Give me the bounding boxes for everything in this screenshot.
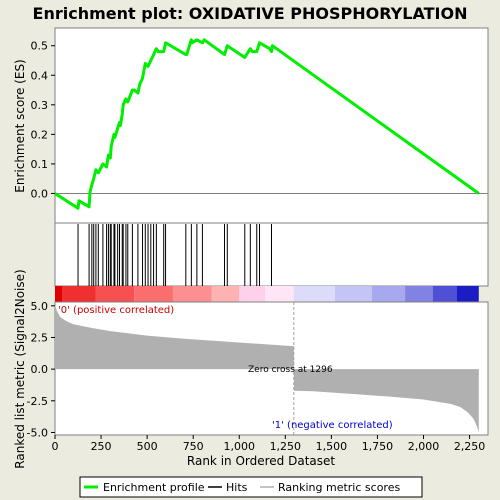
metric-y-tick-label: 5.0 xyxy=(31,300,49,313)
color-bar-segment xyxy=(172,286,212,302)
x-tick-label: 2,250 xyxy=(454,440,486,453)
color-bar-segment xyxy=(371,286,406,302)
negative-correlated-label: '1' (negative correlated) xyxy=(272,420,393,431)
color-bar-segment xyxy=(335,286,372,302)
es-y-tick-label: 0.1 xyxy=(31,158,49,171)
x-tick-label: 500 xyxy=(137,440,158,453)
color-bar-segment xyxy=(62,286,96,302)
metric-y-ticks: -5.0 -2.5 0.0 2.5 5.0 xyxy=(27,300,55,439)
color-bar-segment xyxy=(265,286,294,302)
metric-y-tick-label: -5.0 xyxy=(27,426,48,439)
legend-box xyxy=(79,476,423,498)
color-bar-segment xyxy=(456,286,479,302)
es-y-tick-label: 0.2 xyxy=(31,128,49,141)
x-tick-label: 750 xyxy=(183,440,204,453)
ranking-color-bar xyxy=(55,286,479,302)
metric-panel: -5.0 -2.5 0.0 2.5 5.0 '0' (positive correlat… xyxy=(13,269,489,469)
es-panel: 0.0 0.1 0.2 0.3 0.4 0.5 Enrichment score (ES) xyxy=(13,27,489,224)
metric-y-tick-label: 0.0 xyxy=(31,363,49,376)
chart-title: Enrichment plot: OXIDATIVE PHOSPHORYLATI… xyxy=(33,4,468,23)
color-bar-segment xyxy=(134,286,173,302)
es-y-tick-label: 0.4 xyxy=(31,69,49,82)
es-y-axis-label: Enrichment score (ES) xyxy=(13,59,27,192)
es-y-tick-label: 0.0 xyxy=(31,187,49,200)
enrichment-profile-line xyxy=(54,38,480,210)
metric-y-tick-label: 2.5 xyxy=(31,331,49,344)
es-plot-area xyxy=(54,27,489,224)
hit-markers xyxy=(77,224,272,286)
x-tick-label: 1,250 xyxy=(270,440,302,453)
color-bar-segment xyxy=(432,286,457,302)
zero-cross-label: Zero cross at 1296 xyxy=(248,365,333,375)
x-axis-ticks: 0 250 500 750 1,000 1,250 1,500 1,750 2,000 2,250 xyxy=(52,435,486,453)
color-bar-segment xyxy=(293,286,336,302)
x-axis-label: Rank in Ordered Dataset xyxy=(187,454,335,468)
es-y-tick-label: 0.5 xyxy=(31,40,49,53)
legend-enrichment-label: Enrichment profile xyxy=(103,481,205,494)
x-tick-label: 250 xyxy=(91,440,112,453)
x-tick-label: 1,750 xyxy=(362,440,394,453)
x-tick-label: 2,000 xyxy=(408,440,440,453)
x-tick-label: 0 xyxy=(52,440,59,453)
legend-metric-label: Ranking metric scores xyxy=(278,481,400,494)
es-y-ticks: 0.0 0.1 0.2 0.3 0.4 0.5 xyxy=(31,40,55,200)
hits-panel xyxy=(54,222,489,287)
es-y-tick-label: 0.3 xyxy=(31,99,49,112)
color-bar-segment xyxy=(55,286,63,302)
metric-y-axis-label: Ranked list metric (Signal2Noise) xyxy=(13,269,27,468)
metric-y-tick-label: -2.5 xyxy=(27,395,48,408)
color-bar-segment xyxy=(211,286,240,302)
positive-correlated-label: '0' (positive correlated) xyxy=(58,305,174,316)
x-tick-label: 1,000 xyxy=(224,440,256,453)
x-tick-label: 1,500 xyxy=(316,440,348,453)
color-bar-segment xyxy=(405,286,433,302)
color-bar-segment xyxy=(95,286,135,302)
ranking-metric-area xyxy=(55,304,479,433)
color-bar-segment xyxy=(239,286,266,302)
legend-hits-label: Hits xyxy=(226,481,248,494)
legend: Enrichment profile Hits Ranking metric s… xyxy=(79,476,423,498)
